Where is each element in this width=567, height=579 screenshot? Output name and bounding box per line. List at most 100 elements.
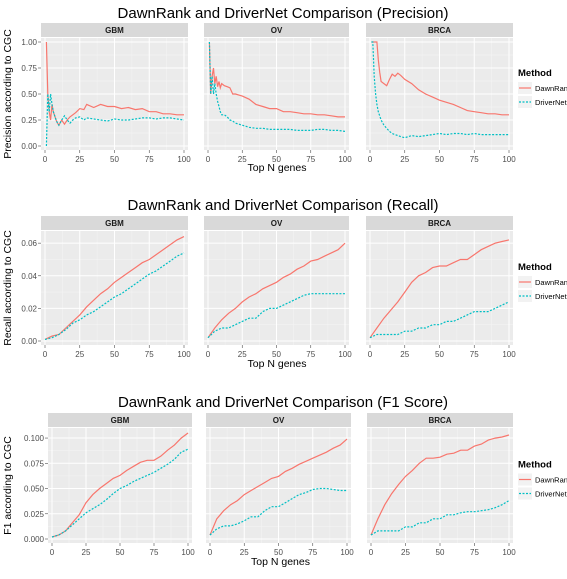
facet-strip	[41, 23, 188, 37]
x-tick-label: 50	[436, 548, 445, 557]
panel-brca: BRCA 0 25 50 75 100	[367, 413, 516, 557]
legend-key-background	[518, 487, 532, 500]
panel-brca: BRCA 0 25 50 75 100	[366, 216, 516, 359]
y-tick-label: 0.50	[21, 90, 37, 99]
x-tick-label: 75	[306, 155, 315, 164]
y-axis-title: Precision according to CGC	[2, 29, 14, 159]
x-tick-label: 0	[208, 548, 213, 557]
x-tick-label: 50	[274, 548, 283, 557]
series-line-drivernet	[370, 500, 510, 536]
x-tick-label: 75	[470, 350, 479, 359]
legend-key-background	[518, 290, 532, 302]
x-tick-label: 50	[110, 350, 119, 359]
x-tick-label: 50	[272, 350, 281, 359]
x-tick-label: 0	[43, 155, 48, 164]
x-tick-label: 100	[502, 350, 516, 359]
series-line-dawnrank	[209, 438, 348, 536]
facet-strip	[366, 216, 513, 230]
facet-label: OV	[271, 26, 283, 35]
facet-strip	[41, 216, 188, 230]
chart-2: DawnRank and DriverNet Comparison (Recal…	[2, 197, 567, 370]
x-tick-label: 50	[435, 155, 444, 164]
x-tick-label: 25	[82, 548, 91, 557]
x-axis-title: Top N genes	[248, 162, 307, 174]
series-line-drivernet	[51, 448, 189, 538]
y-tick-label: 0.075	[24, 459, 45, 468]
facet-label: BRCA	[428, 26, 451, 35]
legend-title: Method	[518, 262, 552, 273]
facet-strip	[204, 23, 349, 37]
x-tick-label: 0	[368, 350, 373, 359]
panel-ov: OV 0 25 50 75 100	[206, 413, 354, 557]
x-tick-label: 75	[306, 350, 315, 359]
facet-strip	[366, 23, 513, 37]
x-tick-label: 0	[369, 548, 374, 557]
series-line-dawnrank	[44, 236, 185, 340]
legend-label-drivernet: DriverNet	[535, 98, 567, 107]
x-tick-label: 75	[150, 548, 159, 557]
panel-ov: OV 0 25 50 75 100	[204, 23, 352, 164]
y-tick-label: 0.050	[24, 485, 45, 494]
series-line-drivernet	[208, 41, 346, 132]
series-line-drivernet	[371, 41, 509, 139]
series-line-drivernet	[207, 293, 345, 339]
y-tick-label: 0.025	[24, 510, 45, 519]
y-tick-label: 0.04	[21, 272, 37, 281]
x-tick-label: 75	[470, 548, 479, 557]
legend-key-background	[518, 96, 532, 108]
legend-label-drivernet: DriverNet	[535, 490, 567, 499]
chart-title: DawnRank and DriverNet Comparison (F1 Sc…	[118, 394, 448, 411]
y-tick-label: 1.00	[21, 38, 37, 47]
series-line-drivernet	[209, 487, 347, 536]
x-tick-label: 100	[177, 350, 191, 359]
facet-strip	[206, 413, 351, 427]
x-tick-label: 100	[338, 155, 352, 164]
y-tick-label: 0.02	[21, 304, 37, 313]
legend-label-dawnrank: DawnRank	[535, 84, 567, 93]
y-axis-title: Recall according to CGC	[2, 230, 14, 346]
x-tick-label: 25	[401, 548, 410, 557]
x-tick-label: 0	[206, 350, 211, 359]
x-tick-label: 50	[435, 350, 444, 359]
x-tick-label: 25	[240, 548, 249, 557]
x-tick-label: 0	[43, 350, 48, 359]
y-axis-title: F1 according to CGC	[2, 436, 14, 535]
facet-label: BRCA	[428, 219, 451, 228]
facet-label: OV	[273, 416, 285, 425]
legend-title: Method	[518, 68, 552, 79]
series-line-dawnrank	[371, 41, 509, 116]
facet-label: GBM	[105, 26, 124, 35]
x-axis-title: Top N genes	[248, 358, 307, 370]
legend: Method DawnRank DriverNet	[518, 262, 567, 302]
chart-1: DawnRank and DriverNet Comparison (Preci…	[2, 5, 567, 174]
legend-title: Method	[518, 460, 552, 471]
x-tick-label: 25	[238, 155, 247, 164]
x-tick-label: 100	[502, 155, 516, 164]
facet-strip	[204, 216, 349, 230]
facet-label: OV	[271, 219, 283, 228]
x-tick-label: 75	[470, 155, 479, 164]
y-tick-label: 0.00	[21, 337, 37, 346]
facet-label: GBM	[111, 416, 130, 425]
legend-label-drivernet: DriverNet	[535, 292, 567, 301]
x-tick-label: 25	[400, 155, 409, 164]
x-tick-label: 100	[338, 350, 352, 359]
x-tick-label: 50	[110, 155, 119, 164]
x-tick-label: 100	[177, 155, 191, 164]
facet-strip	[367, 413, 513, 427]
series-line-dawnrank	[208, 41, 345, 118]
y-tick-label: 0.06	[21, 239, 37, 248]
series-line-dawnrank	[207, 242, 346, 339]
x-tick-label: 25	[75, 155, 84, 164]
x-tick-label: 50	[116, 548, 125, 557]
x-tick-label: 100	[340, 548, 354, 557]
x-tick-label: 100	[181, 548, 195, 557]
chart-title: DawnRank and DriverNet Comparison (Preci…	[118, 5, 449, 22]
panel-gbm: GBM 0 25 50 75 100 0.000 0.025 0.050 0.075 0.100	[24, 413, 195, 557]
chart-title: DawnRank and DriverNet Comparison (Recal…	[128, 197, 439, 214]
x-tick-label: 0	[50, 548, 55, 557]
legend-label-dawnrank: DawnRank	[535, 278, 567, 287]
x-tick-label: 0	[206, 155, 211, 164]
x-tick-label: 25	[75, 350, 84, 359]
